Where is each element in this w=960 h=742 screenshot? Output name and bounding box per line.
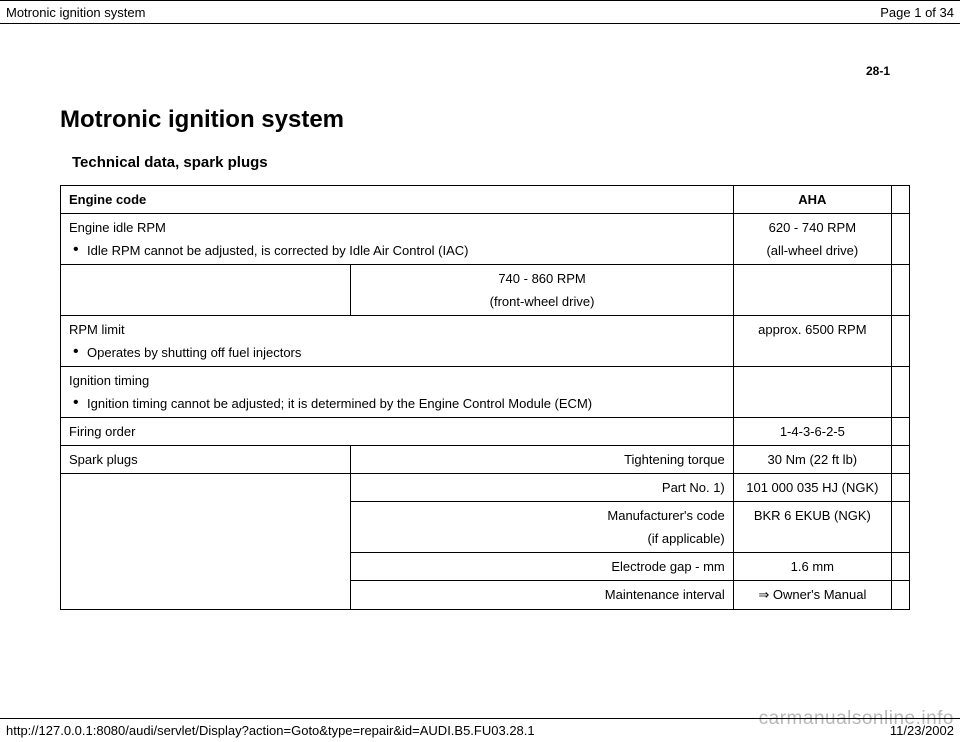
page-content: 28-1 Motronic ignition system Technical … [0, 24, 960, 630]
stub-cell [891, 502, 909, 553]
engine-code-value: AHA [733, 186, 891, 214]
empty-cell [61, 265, 351, 316]
table-row: Part No. 1) 101 000 035 HJ (NGK) [61, 474, 910, 502]
idle-rpm-label: Engine idle RPM [69, 220, 725, 235]
header-title: Motronic ignition system [6, 5, 145, 20]
footer-url: http://127.0.0.1:8080/audi/servlet/Displ… [6, 723, 535, 738]
footer-bar: http://127.0.0.1:8080/audi/servlet/Displ… [0, 718, 960, 742]
ignition-timing-bullet: Ignition timing cannot be adjusted; it i… [69, 396, 725, 411]
rpm-limit-value: approx. 6500 RPM [733, 316, 891, 367]
stub-cell [891, 581, 909, 610]
stub-cell [891, 316, 909, 367]
rpm-limit-label: RPM limit [69, 322, 725, 337]
idle-rpm-cell: Engine idle RPM Idle RPM cannot be adjus… [61, 214, 734, 265]
empty-cell [61, 553, 351, 581]
idle-rpm-value-line1: 620 - 740 RPM [742, 220, 883, 235]
empty-cell [61, 474, 351, 502]
stub-cell [891, 474, 909, 502]
sub-title: Technical data, spark plugs [72, 154, 910, 171]
stub-cell [891, 553, 909, 581]
mfr-code-value: BKR 6 EKUB (NGK) [733, 502, 891, 553]
ignition-timing-label: Ignition timing [69, 373, 725, 388]
data-table: Engine code AHA Engine idle RPM Idle RPM… [60, 185, 910, 610]
firing-order-value: 1-4-3-6-2-5 [733, 418, 891, 446]
electrode-gap-label: Electrode gap - mm [351, 553, 733, 581]
table-row: Maintenance interval ⇒ Owner's Manual [61, 581, 910, 610]
engine-code-label: Engine code [61, 186, 734, 214]
stub-cell [891, 418, 909, 446]
stub-cell [891, 214, 909, 265]
empty-cell [61, 581, 351, 610]
table-row: Electrode gap - mm 1.6 mm [61, 553, 910, 581]
table-row: Engine code AHA [61, 186, 910, 214]
idle-rpm-value: 620 - 740 RPM (all-wheel drive) [733, 214, 891, 265]
rpm-limit-bullet: Operates by shutting off fuel injectors [69, 345, 725, 360]
mfr-code-label-line2: (if applicable) [359, 531, 724, 546]
table-row: Spark plugs Tightening torque 30 Nm (22 … [61, 446, 910, 474]
stub-cell [891, 446, 909, 474]
fwd-rpm-line2: (front-wheel drive) [359, 294, 724, 309]
maintenance-label: Maintenance interval [351, 581, 733, 610]
stub-cell [891, 265, 909, 316]
table-row: Engine idle RPM Idle RPM cannot be adjus… [61, 214, 910, 265]
empty-cell [733, 367, 891, 418]
stub-cell [891, 186, 909, 214]
table-row: 740 - 860 RPM (front-wheel drive) [61, 265, 910, 316]
fwd-rpm-cell: 740 - 860 RPM (front-wheel drive) [351, 265, 733, 316]
header-page-info: Page 1 of 34 [880, 5, 954, 20]
mfr-code-label-cell: Manufacturer's code (if applicable) [351, 502, 733, 553]
ignition-timing-cell: Ignition timing Ignition timing cannot b… [61, 367, 734, 418]
page-title: Motronic ignition system [60, 106, 910, 134]
tightening-torque-value: 30 Nm (22 ft lb) [733, 446, 891, 474]
part-no-label: Part No. 1) [351, 474, 733, 502]
table-row: RPM limit Operates by shutting off fuel … [61, 316, 910, 367]
part-no-value: 101 000 035 HJ (NGK) [733, 474, 891, 502]
maintenance-value: ⇒ Owner's Manual [733, 581, 891, 610]
fwd-rpm-line1: 740 - 860 RPM [359, 271, 724, 286]
empty-cell [61, 502, 351, 553]
table-row: Ignition timing Ignition timing cannot b… [61, 367, 910, 418]
table-row: Firing order 1-4-3-6-2-5 [61, 418, 910, 446]
idle-rpm-bullet: Idle RPM cannot be adjusted, is correcte… [69, 243, 725, 258]
section-number: 28-1 [60, 64, 910, 78]
spark-plugs-label: Spark plugs [61, 446, 351, 474]
mfr-code-label-line1: Manufacturer's code [359, 508, 724, 523]
tightening-torque-label: Tightening torque [351, 446, 733, 474]
footer-date: 11/23/2002 [890, 723, 954, 738]
firing-order-label: Firing order [61, 418, 734, 446]
empty-cell [733, 265, 891, 316]
stub-cell [891, 367, 909, 418]
rpm-limit-cell: RPM limit Operates by shutting off fuel … [61, 316, 734, 367]
table-row: Manufacturer's code (if applicable) BKR … [61, 502, 910, 553]
header-bar: Motronic ignition system Page 1 of 34 [0, 0, 960, 24]
idle-rpm-value-line2: (all-wheel drive) [742, 243, 883, 258]
electrode-gap-value: 1.6 mm [733, 553, 891, 581]
